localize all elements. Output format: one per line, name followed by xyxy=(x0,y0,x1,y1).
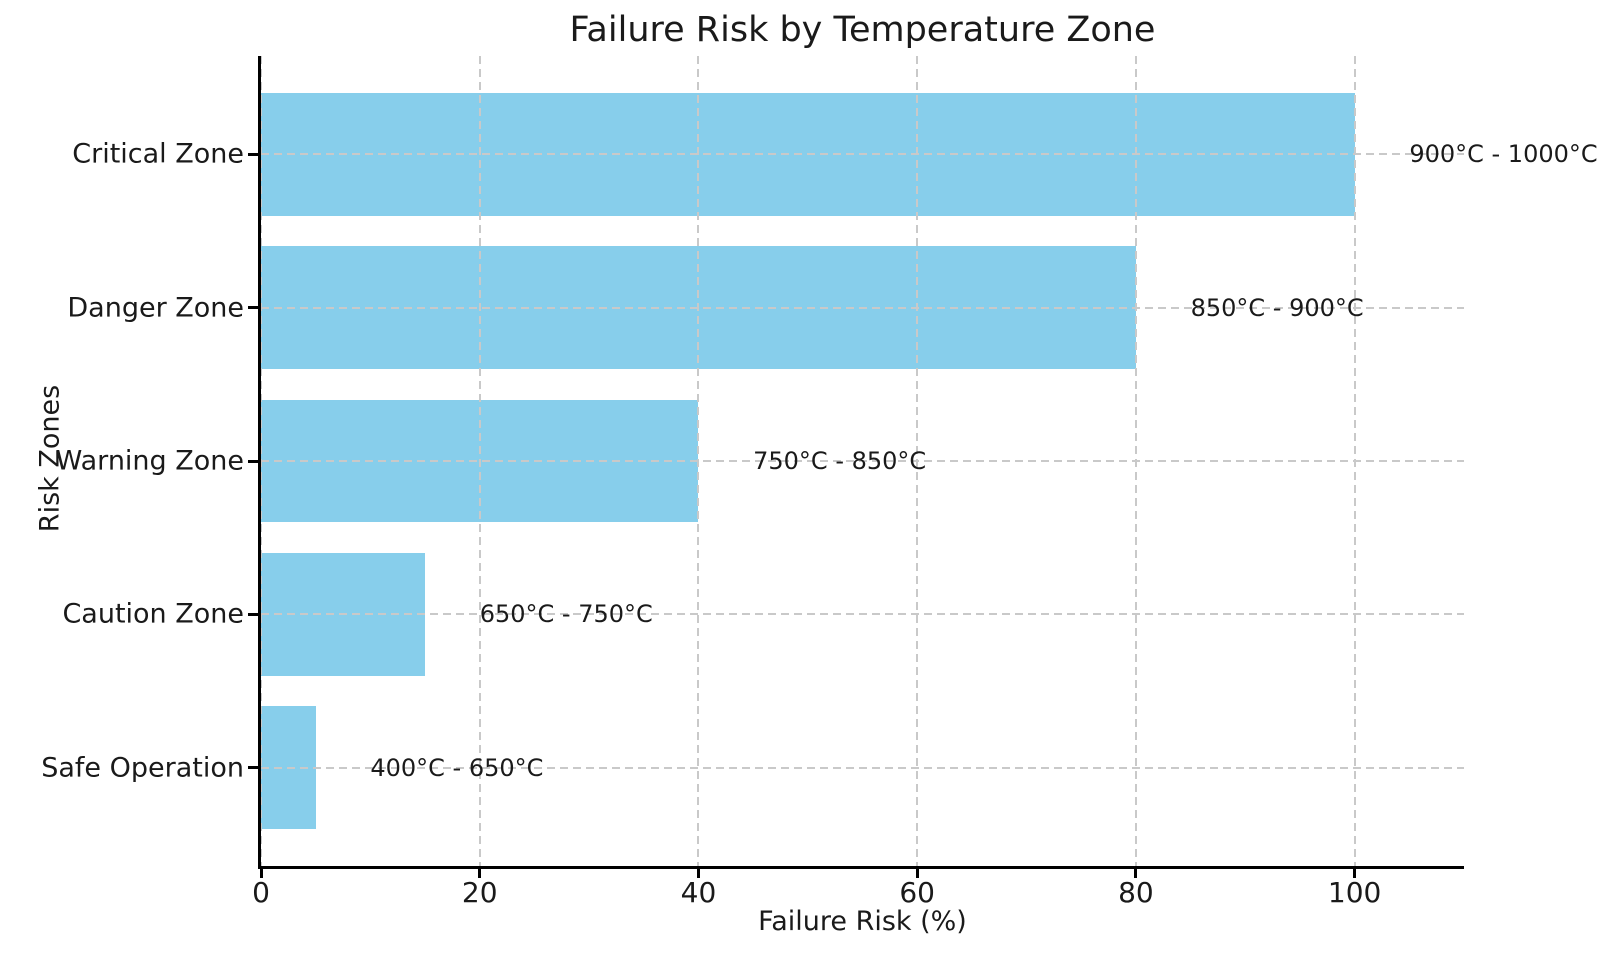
bar-annotation: 650°C - 750°C xyxy=(479,600,653,629)
category-label: Warning Zone xyxy=(55,445,244,477)
category-label: Critical Zone xyxy=(72,138,244,170)
bar-annotation: 900°C - 1000°C xyxy=(1409,140,1598,169)
y-axis-spine xyxy=(258,56,261,869)
category-label: Caution Zone xyxy=(62,598,244,630)
x-tick-label: 60 xyxy=(899,876,935,909)
y-tick-mark xyxy=(248,306,258,310)
x-axis-spine xyxy=(258,866,1464,869)
y-gridline xyxy=(261,613,1464,616)
y-gridline xyxy=(261,153,1464,156)
x-tick-mark xyxy=(696,869,700,878)
category-label: Danger Zone xyxy=(67,292,244,324)
y-tick-mark xyxy=(248,766,258,770)
y-tick-mark xyxy=(248,459,258,463)
x-tick-label: 100 xyxy=(1327,876,1382,909)
x-tick-label: 20 xyxy=(461,876,498,909)
category-label: Safe Operation xyxy=(41,752,244,784)
x-tick-label: 0 xyxy=(252,876,270,909)
bar-annotation: 850°C - 900°C xyxy=(1190,293,1364,322)
x-tick-mark xyxy=(259,869,263,878)
x-tick-label: 80 xyxy=(1118,876,1154,909)
x-tick-mark xyxy=(478,869,482,878)
x-tick-label: 40 xyxy=(680,876,717,909)
y-gridline xyxy=(261,460,1464,462)
chart-title: Failure Risk by Temperature Zone xyxy=(569,10,1156,50)
plot-area xyxy=(260,56,1464,866)
x-axis-label: Failure Risk (%) xyxy=(758,906,967,937)
x-tick-mark xyxy=(1353,869,1357,878)
bar-annotation: 750°C - 850°C xyxy=(753,447,927,475)
y-gridline xyxy=(261,306,1464,309)
y-tick-mark xyxy=(248,612,258,616)
y-tick-mark xyxy=(248,152,258,156)
x-tick-mark xyxy=(915,869,919,878)
y-gridline xyxy=(261,766,1464,769)
x-tick-mark xyxy=(1134,869,1138,878)
bar-annotation: 400°C - 650°C xyxy=(370,753,544,782)
